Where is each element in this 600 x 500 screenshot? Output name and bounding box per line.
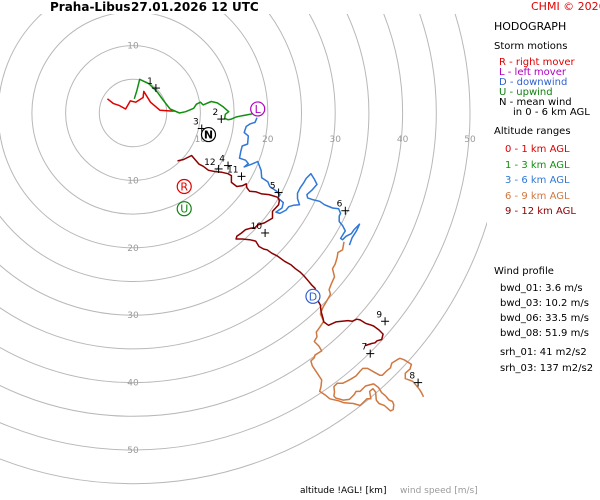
storm-marker-D: D: [305, 288, 321, 304]
svg-text:D: D: [309, 290, 317, 303]
altitude-ranges-title: Altitude ranges: [494, 126, 571, 137]
y-tick-label: 50: [127, 446, 139, 456]
svg-text:12: 12: [204, 158, 215, 168]
svg-text:2: 2: [213, 108, 219, 118]
level-marker-2: 2: [213, 108, 226, 124]
svg-text:9: 9: [376, 310, 382, 320]
x-tick-label: 30: [329, 135, 341, 145]
storm-marker-U: U: [176, 201, 192, 217]
svg-text:8: 8: [409, 372, 415, 382]
storm-motion-legend-item: R - right mover: [499, 57, 575, 68]
wind-profile-value: srh_01: 41 m2/s2: [500, 347, 587, 358]
svg-text:11: 11: [227, 165, 238, 175]
hodograph-storm-motions: R L D U N: [176, 101, 321, 304]
x-tick-label: 40: [397, 135, 409, 145]
range-ring-50: [0, 14, 471, 451]
hodograph-trace-1: [106, 90, 175, 112]
x-tick-label: 10: [195, 135, 207, 145]
y-tick-label: 10: [127, 42, 139, 52]
range-ring-10: [65, 45, 201, 181]
level-marker-4: 4: [219, 155, 233, 170]
altitude-range-legend-item: 0 - 1 km AGL: [505, 144, 570, 155]
svg-text:6: 6: [337, 200, 343, 210]
storm-motions-title: Storm motions: [494, 41, 568, 52]
y-tick-label: 10: [127, 176, 139, 186]
svg-text:R: R: [180, 180, 188, 193]
level-marker-12: 12: [204, 158, 223, 173]
wind-profile-value: bwd_06: 33.5 m/s: [500, 313, 589, 324]
range-ring-40: [0, 14, 404, 384]
svg-text:L: L: [255, 103, 262, 116]
level-marker-1: 1: [147, 77, 160, 93]
range-ring-5: [98, 78, 168, 148]
panel-title: HODOGRAPH: [494, 20, 567, 33]
altitude-range-legend-item: 6 - 9 km AGL: [505, 190, 570, 202]
y-tick-label: 20: [127, 244, 139, 254]
level-marker-10: 10: [251, 222, 270, 237]
x-tick-label: 50: [464, 135, 476, 145]
altitude-range-legend-item: 1 - 3 km AGL: [505, 159, 570, 171]
storm-marker-L: L: [250, 101, 266, 117]
altitude-range-legend-item: 3 - 6 km AGL: [505, 175, 570, 186]
storm-motion-legend-item: U - upwind: [499, 87, 553, 98]
hodograph-traces: [106, 78, 425, 412]
wind-profile-value: bwd_08: 51.9 m/s: [500, 328, 589, 339]
y-tick-label: 40: [127, 379, 139, 389]
chmi-credit: CHMI © 2026: [531, 0, 600, 13]
level-marker-7: 7: [362, 343, 375, 358]
x-tick-label: 20: [262, 135, 274, 145]
level-marker-6: 6: [337, 200, 350, 215]
svg-text:5: 5: [270, 182, 276, 192]
range-ring-20: [0, 14, 269, 249]
range-ring-15: [31, 14, 235, 215]
y-tick-label: 30: [127, 311, 139, 321]
svg-text:3: 3: [193, 118, 199, 128]
station-name: Praha-Libus: [50, 0, 131, 14]
range-ring-25: [0, 14, 302, 282]
altitude-footer-label: altitude !AGL! [km]: [300, 486, 387, 496]
range-ring-30: [0, 14, 336, 316]
level-marker-9: 9: [376, 310, 390, 326]
sounding-datetime: 27.01.2026 12 UTC: [131, 0, 259, 14]
hodograph-trace-3: [238, 117, 361, 246]
storm-motion-legend-item: N - mean wind: [499, 97, 572, 108]
range-ring-45: [0, 14, 437, 417]
svg-text:10: 10: [251, 222, 263, 232]
storm-motion-legend-item: L - left mover: [499, 67, 566, 78]
storm-motion-legend-item: in 0 - 6 km AGL: [513, 107, 590, 118]
svg-text:1: 1: [147, 77, 153, 87]
wind-speed-footer-label: wind speed [m/s]: [400, 486, 478, 496]
hodograph-tick-labels: 10 20 30 40 50 10 10 20 30 40 50: [127, 42, 476, 456]
svg-text:N: N: [204, 129, 213, 142]
storm-marker-N: N: [200, 126, 217, 143]
altitude-range-legend-item: 9 - 12 km AGL: [505, 206, 576, 217]
wind-profile-title: Wind profile: [494, 266, 554, 277]
wind-profile-value: srh_03: 137 m2/s2: [500, 363, 594, 374]
level-marker-5: 5: [270, 182, 283, 197]
wind-profile-value: bwd_01: 3.6 m/s: [500, 283, 583, 294]
level-marker-11: 11: [227, 165, 246, 181]
storm-marker-R: R: [176, 178, 192, 195]
wind-profile-value: bwd_03: 10.2 m/s: [500, 298, 589, 309]
storm-motion-legend-item: D - downwind: [499, 77, 568, 88]
hodograph-trace-5: [177, 154, 384, 347]
svg-text:4: 4: [219, 155, 225, 165]
range-ring-55: [0, 220, 487, 485]
hodograph-trace-4: [310, 241, 425, 412]
svg-text:U: U: [180, 203, 188, 216]
hodograph-trace-2: [133, 78, 263, 121]
level-marker-8: 8: [409, 372, 423, 387]
range-ring-35: [0, 14, 370, 350]
svg-text:7: 7: [362, 343, 368, 353]
hodograph-range-rings: [0, 14, 487, 485]
